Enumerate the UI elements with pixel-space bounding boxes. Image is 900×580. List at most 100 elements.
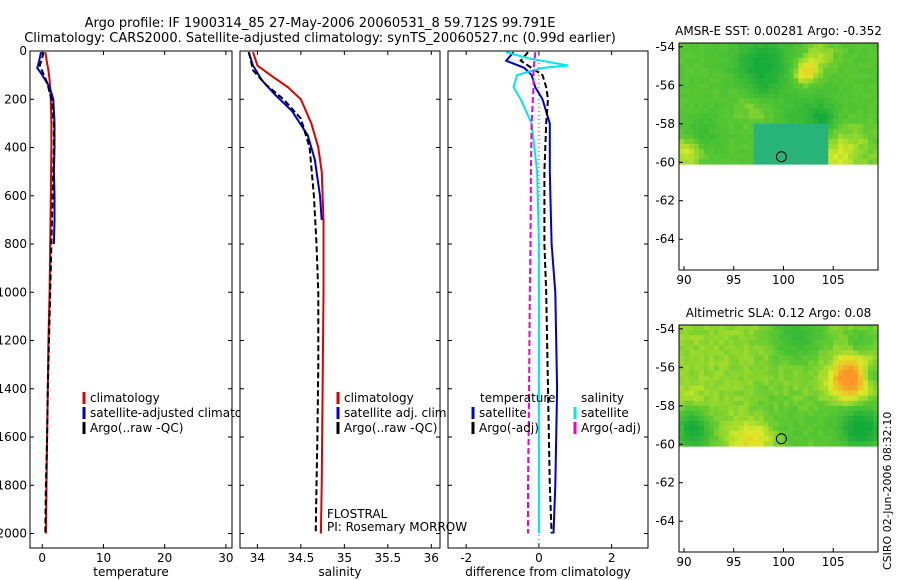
salinity-xlabel: salinity (318, 565, 361, 579)
amsre_sst-cell (868, 63, 874, 69)
altimetric_sla-cell (803, 370, 809, 376)
altimetric_sla-cell (778, 375, 784, 381)
altimetric_sla-cell (808, 431, 814, 437)
amsre_sst-cell (683, 154, 690, 160)
amsre_sst-cell (858, 48, 864, 54)
altimetric_sla-cell (723, 441, 730, 447)
altimetric_sla-cell (808, 385, 814, 392)
altimetric_sla-cell (868, 355, 874, 361)
altimetric_sla-cell (848, 405, 854, 412)
amsre_sst-cell (818, 154, 824, 160)
altimetric_sla-cell (853, 385, 859, 392)
altimetric_sla-cell (788, 441, 794, 447)
altimetric_sla-cell (753, 330, 760, 336)
altimetric_sla-cell (853, 415, 859, 422)
altimetric_sla-cell (733, 405, 740, 412)
amsre_sst-cell (843, 159, 849, 165)
amsre_sst-cell (758, 53, 764, 59)
amsre_sst-cell (783, 48, 789, 54)
amsre_sst-cell (848, 128, 854, 135)
altimetric_sla-cell (773, 330, 779, 336)
altimetric_sla-cell (723, 431, 730, 437)
altimetric_sla-cell (703, 410, 710, 417)
amsre_sst-cell (738, 128, 745, 135)
amsre_sst-cell (853, 149, 859, 155)
amsre_sst-cell (863, 144, 869, 150)
amsre_sst-cell (733, 159, 740, 165)
amsre_sst-cell (818, 43, 824, 49)
amsre_sst-cell (698, 93, 705, 99)
altimetric_sla-cell (738, 426, 745, 432)
altimetric_sla-cell (873, 410, 879, 417)
altimetric_sla-cell (868, 375, 874, 381)
altimetric_sla-cell (743, 330, 750, 336)
altimetric_sla-cell (683, 325, 690, 331)
altimetric_sla-cell (713, 340, 720, 346)
amsre_sst-cell (683, 113, 690, 120)
altimetric_sla-cell (798, 400, 804, 407)
amsre_sst-cell (863, 149, 869, 155)
amsre_sst-cell (718, 108, 725, 115)
altimetric_sla-cell (803, 420, 809, 427)
altimetric_sla-cell (823, 375, 829, 381)
amsre_sst-cell (833, 78, 839, 84)
altimetric_sla-cell (708, 405, 715, 412)
amsre_sst-cell (813, 73, 819, 79)
altimetric_sla-cell (768, 415, 774, 422)
amsre_sst-cell (723, 98, 730, 104)
amsre_sst-cell (843, 68, 849, 74)
amsre_sst-cell (778, 103, 784, 110)
altimetric_sla-cell (863, 405, 869, 412)
amsre_sst-cell (768, 103, 774, 110)
altimetric_sla-cell (868, 385, 874, 392)
amsre_sst-cell (818, 123, 824, 130)
difference-temperature-legend-label: Argo(-adj) (479, 421, 539, 435)
amsre_sst-cell (803, 128, 809, 135)
altimetric_sla-cell (803, 395, 809, 402)
amsre_sst-cell (768, 68, 774, 74)
amsre_sst-cell (708, 108, 715, 115)
amsre_sst-cell (698, 133, 705, 140)
altimetric_sla-cell (708, 441, 715, 447)
amsre_sst-cell (718, 98, 725, 104)
altimetric_sla-cell (723, 390, 730, 397)
altimetric_sla-cell (733, 360, 740, 366)
amsre_sst-cell (768, 133, 774, 140)
altimetric_sla-cell (718, 395, 725, 402)
altimetric_sla-cell (818, 335, 824, 341)
altimetric_sla-cell (753, 325, 760, 331)
altimetric_sla-cell (728, 350, 735, 356)
altimetric_sla-cell (713, 420, 720, 427)
amsre_sst-cell (718, 88, 725, 94)
altimetric_sla-cell (813, 426, 819, 432)
amsre_sst-cell (868, 83, 874, 89)
altimetric_sla-cell (818, 390, 824, 397)
altimetric_sla-cell (873, 426, 879, 432)
altimetric_sla-cell (808, 380, 814, 386)
amsre_sst-cell (733, 83, 740, 89)
altimetric_sla-cell (688, 405, 695, 412)
altimetric_sla-cell (733, 375, 740, 381)
amsre_sst-cell (688, 58, 695, 64)
altimetric_sla-cell (823, 365, 829, 371)
altimetric_sla-cell (723, 365, 730, 371)
amsre_sst-cell (788, 108, 794, 115)
amsre_sst-cell (738, 149, 745, 155)
amsre_sst-cell (843, 63, 849, 69)
amsre_sst-cell (873, 48, 879, 54)
altimetric_sla-cell (718, 390, 725, 397)
amsre_sst-cell (858, 118, 864, 125)
altimetric_sla-cell (753, 405, 760, 412)
altimetric_sla-cell (738, 360, 745, 366)
altimetric_sla-cell (823, 395, 829, 402)
amsre_sst-cell (743, 98, 750, 104)
difference-axes-box (447, 50, 649, 549)
amsre_sst-cell (698, 78, 705, 84)
altimetric_sla-cell (773, 350, 779, 356)
altimetric_sla-cell (708, 380, 715, 386)
altimetric_sla-cell (708, 370, 715, 376)
amsre_sst-cell (798, 63, 804, 69)
amsre_sst-cell (873, 73, 879, 79)
altimetric_sla-cell (833, 370, 839, 376)
amsre_sst-cell (838, 108, 844, 115)
